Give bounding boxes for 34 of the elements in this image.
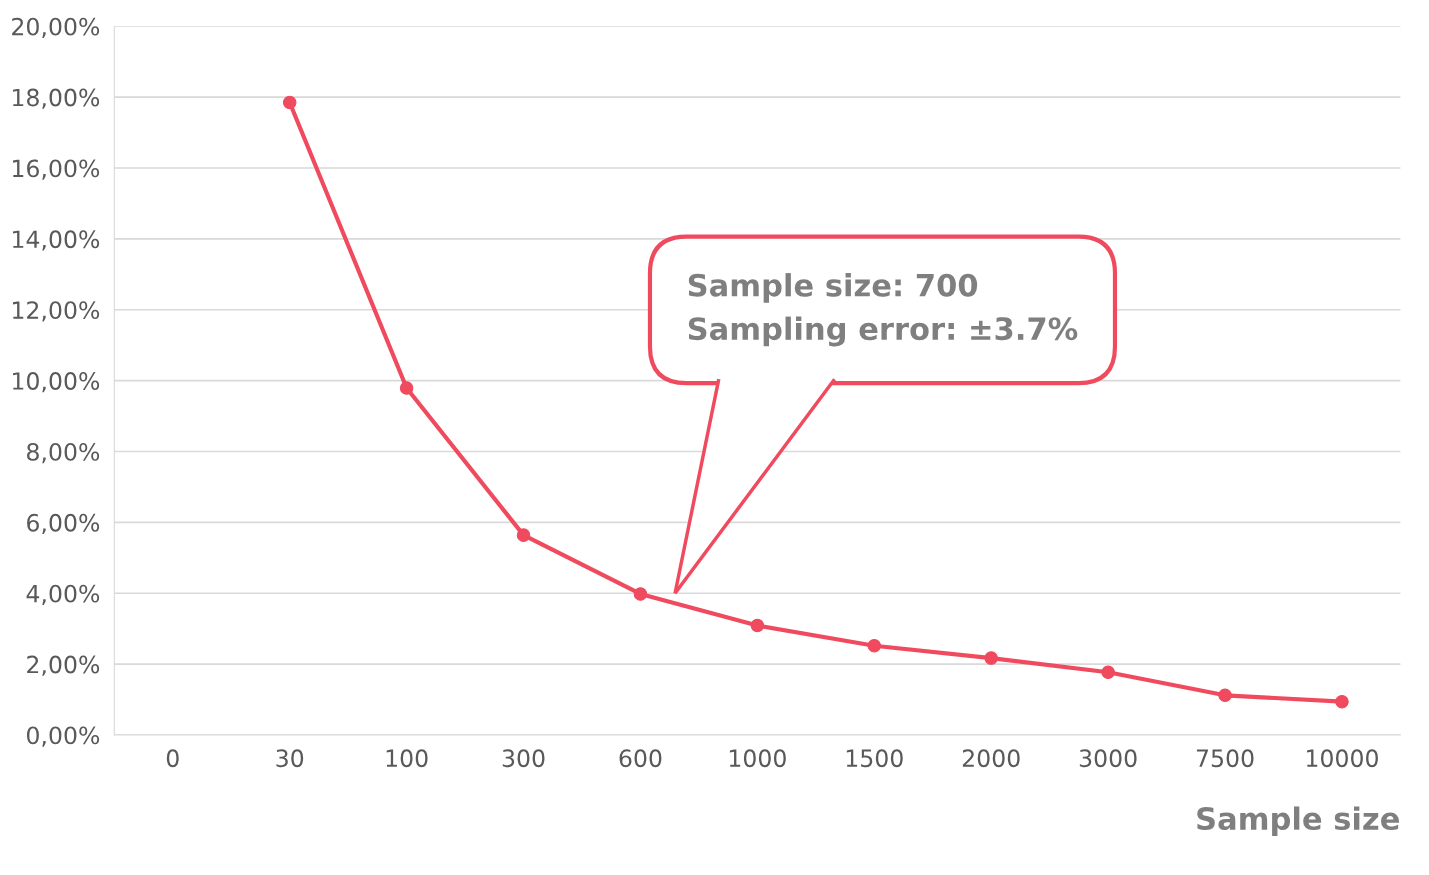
x-tick-label: 1500 (846, 749, 903, 768)
x-tick-label: 1000 (729, 749, 786, 768)
x-tick-label: 7500 (1196, 749, 1254, 768)
x-tick-label: 3000 (1079, 749, 1137, 768)
point (399, 381, 414, 395)
y-tick-label: 2,00% (27, 655, 100, 676)
x-tick-label: 100 (386, 749, 428, 768)
y-tick-label: 0,00% (26, 726, 100, 747)
point (516, 528, 531, 542)
y-tick-label: 6,00% (27, 513, 100, 535)
point (633, 587, 648, 601)
point (1101, 665, 1115, 680)
point (867, 638, 882, 653)
x-tick-label: 10000 (1307, 749, 1378, 768)
x-tick-label: 600 (619, 749, 662, 768)
x-tick-label: 300 (502, 749, 545, 768)
y-tick-label: 12,00% (13, 301, 100, 322)
y-tick-label: 4,00% (26, 584, 100, 605)
y-tick-label: 14,00% (13, 230, 100, 251)
x-tick-label: 30 (276, 749, 304, 768)
point (1218, 688, 1232, 703)
y-tick-label: 8,00% (27, 442, 100, 464)
point (750, 618, 765, 633)
x-tick-label: 0 (166, 749, 179, 768)
point (984, 651, 998, 665)
y-tick-label: 18,00% (13, 88, 100, 109)
x-tick-label: 2000 (962, 749, 1020, 768)
point (1335, 694, 1349, 709)
y-tick-label: 10,00% (13, 372, 100, 393)
annotation: Sample size: 700 Sampling error: ±3.7% (688, 273, 1078, 347)
y-tick-label: 20,00% (12, 17, 100, 38)
x-axis-title: Sample size (1197, 806, 1399, 837)
y-tick-label: 16,00% (13, 159, 100, 180)
point (282, 95, 297, 110)
